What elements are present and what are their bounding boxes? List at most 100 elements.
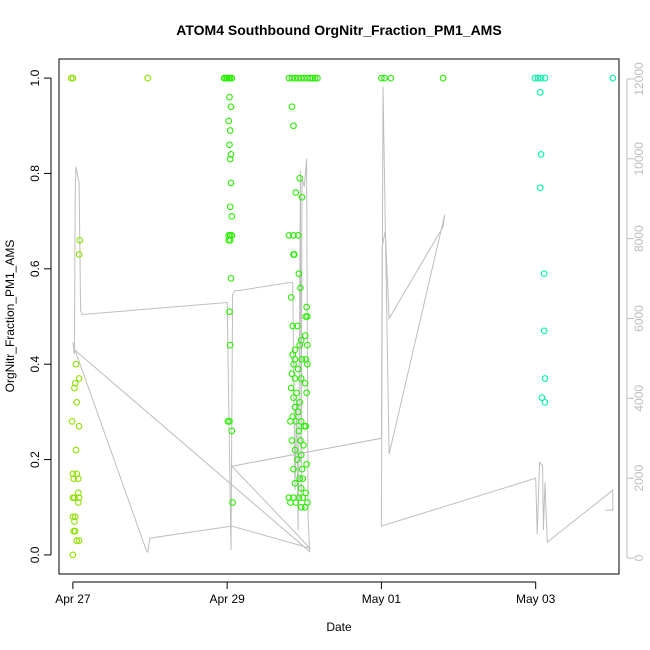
- data-point: [75, 375, 83, 382]
- data-point: [294, 74, 302, 82]
- y-tick-label: 1.0: [28, 69, 42, 86]
- data-point: [294, 365, 302, 373]
- data-point: [540, 327, 548, 335]
- data-point: [303, 389, 310, 397]
- data-point: [73, 398, 81, 406]
- data-point: [71, 384, 78, 392]
- right-tick-label: 2000: [632, 465, 646, 492]
- data-point: [304, 341, 311, 349]
- data-point: [226, 418, 233, 425]
- data-point: [291, 403, 299, 411]
- data-point: [71, 513, 79, 521]
- data-point: [287, 294, 295, 301]
- data-point: [537, 74, 545, 82]
- data-point: [292, 189, 300, 196]
- data-point: [295, 494, 303, 502]
- data-point: [541, 398, 549, 406]
- data-point: [307, 74, 314, 82]
- data-point: [314, 74, 321, 82]
- data-point: [297, 437, 304, 444]
- right-tick-label: 4000: [632, 385, 646, 412]
- data-point: [71, 518, 78, 525]
- data-point: [227, 151, 235, 158]
- chart-title: ATOM4 Southbound OrgNitr_Fraction_PM1_AM…: [176, 22, 501, 38]
- data-point: [538, 394, 546, 401]
- data-point: [72, 360, 80, 368]
- data-point: [293, 389, 300, 397]
- data-point: [292, 499, 300, 506]
- data-point: [288, 370, 296, 378]
- x-axis: Apr 27 Apr 29 May 01 May 03: [55, 581, 556, 606]
- data-point: [70, 475, 78, 482]
- data-point: [304, 313, 311, 320]
- data-point: [74, 499, 82, 506]
- data-point: [540, 270, 548, 277]
- data-point: [296, 398, 304, 406]
- data-point: [291, 74, 299, 82]
- data-point: [75, 494, 83, 502]
- data-point: [291, 375, 299, 382]
- data-point: [295, 270, 303, 277]
- y-tick-label: 0.4: [28, 356, 42, 373]
- data-point: [300, 74, 308, 82]
- right-tick-label: 6000: [632, 305, 646, 332]
- data-point: [536, 89, 544, 96]
- data-point: [297, 451, 305, 459]
- data-point: [537, 151, 545, 158]
- right-axis: 0 2000 4000 6000 8000 10000 12000: [626, 62, 646, 561]
- secondary-series-layer: [72, 86, 614, 554]
- right-tick-label: 12000: [632, 62, 646, 96]
- data-point: [228, 427, 236, 435]
- data-point: [76, 236, 84, 244]
- data-point: [531, 74, 539, 82]
- data-point: [226, 308, 233, 316]
- data-point: [226, 141, 233, 149]
- plot-border: [58, 58, 620, 575]
- data-point: [300, 441, 307, 449]
- data-point: [290, 251, 298, 258]
- data-point: [297, 284, 304, 292]
- data-point: [288, 74, 296, 82]
- x-tick-label: Apr 29: [209, 592, 245, 606]
- data-point: [304, 360, 311, 368]
- data-point: [298, 465, 306, 473]
- x-tick-label: Apr 27: [55, 592, 91, 606]
- data-point: [144, 74, 152, 82]
- data-point: [75, 537, 83, 544]
- data-point: [229, 499, 236, 506]
- data-point: [301, 503, 309, 511]
- data-point: [289, 322, 297, 330]
- data-point: [439, 74, 447, 82]
- data-point: [303, 460, 310, 468]
- data-point: [75, 251, 83, 258]
- y-tick-label: 0.6: [28, 260, 42, 277]
- data-point: [287, 384, 295, 392]
- data-point: [297, 375, 305, 382]
- data-point: [226, 203, 234, 211]
- data-point: [288, 437, 296, 444]
- data-point: [303, 303, 310, 311]
- right-tick-label: 8000: [632, 225, 646, 252]
- data-point: [296, 341, 304, 349]
- data-point: [226, 93, 233, 101]
- data-point: [71, 527, 79, 535]
- data-point: [74, 475, 82, 482]
- data-point: [302, 489, 310, 497]
- data-point: [290, 465, 297, 473]
- data-point: [293, 456, 301, 463]
- data-point: [387, 74, 395, 82]
- data-point: [299, 475, 307, 482]
- data-point: [294, 408, 302, 416]
- data-point: [293, 322, 301, 330]
- x-tick-label: May 03: [516, 592, 556, 606]
- data-point: [69, 74, 77, 82]
- data-point: [298, 356, 306, 363]
- data-point: [227, 275, 235, 282]
- x-tick-label: May 01: [362, 592, 402, 606]
- data-point: [301, 332, 309, 339]
- y-tick-label: 0.8: [28, 165, 42, 182]
- data-point: [227, 103, 235, 111]
- data-point: [225, 117, 233, 125]
- data-point: [228, 74, 236, 82]
